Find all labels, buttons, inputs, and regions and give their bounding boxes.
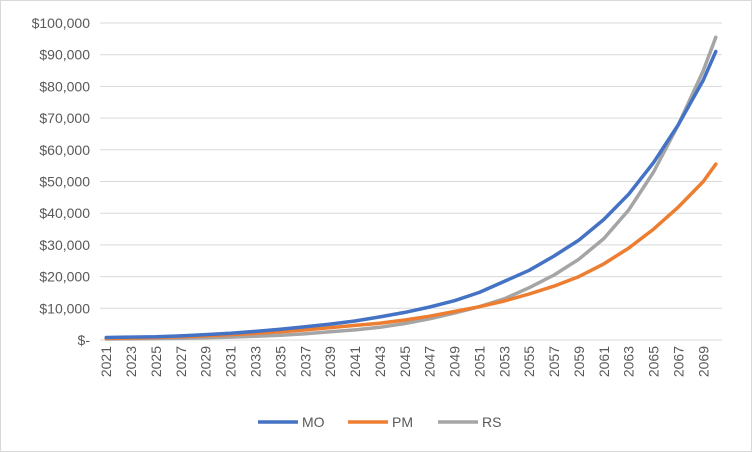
x-tick-label: 2045 [397, 346, 413, 377]
x-tick-label: 2055 [521, 346, 537, 377]
y-tick-label: $70,000 [39, 110, 90, 126]
gridlines [100, 22, 722, 309]
x-tick-label: 2047 [422, 346, 438, 377]
x-tick-label: 2037 [297, 346, 313, 377]
y-tick-label: $10,000 [39, 300, 90, 316]
x-tick-label: 2049 [447, 346, 463, 377]
x-tick-label: 2041 [347, 346, 363, 377]
y-tick-label: $60,000 [39, 142, 90, 158]
x-tick-label: 2057 [546, 346, 562, 377]
x-tick-label: 2067 [670, 346, 686, 377]
legend-label-rs: RS [482, 414, 501, 430]
x-tick-label: 2059 [571, 346, 587, 377]
y-tick-label: $50,000 [39, 174, 90, 190]
x-tick-label: 2021 [98, 346, 114, 377]
y-axis-tick-labels: $- $10,000 $20,000 $30,000 $40,000 $50,000 $60… [32, 15, 91, 348]
x-tick-label: 2061 [596, 346, 612, 377]
y-tick-label: $30,000 [39, 237, 90, 253]
y-tick-label: $20,000 [39, 269, 90, 285]
y-tick-label: $40,000 [39, 205, 90, 221]
series-line-rs [104, 35, 718, 341]
x-tick-label: 2033 [248, 346, 264, 377]
y-tick-label: $80,000 [39, 78, 90, 94]
x-tick-label: 2043 [372, 346, 388, 377]
x-tick-label: 2039 [322, 346, 338, 377]
y-tick-label: $- [78, 332, 91, 348]
y-tick-label: $90,000 [39, 47, 90, 63]
x-tick-label: 2069 [695, 346, 711, 377]
x-tick-label: 2031 [223, 346, 239, 377]
series-lines [104, 35, 718, 341]
x-tick-label: 2065 [646, 346, 662, 377]
series-line-mo [104, 49, 718, 340]
x-tick-label: 2025 [148, 346, 164, 377]
legend-label-mo: MO [302, 414, 325, 430]
x-tick-label: 2053 [496, 346, 512, 377]
x-tick-label: 2029 [198, 346, 214, 377]
x-tick-label: 2051 [471, 346, 487, 377]
y-tick-label: $100,000 [32, 15, 91, 31]
legend-label-pm: PM [392, 414, 413, 430]
legend: MO PM RS [258, 414, 501, 430]
x-tick-label: 2063 [621, 346, 637, 377]
x-tick-label: 2035 [272, 346, 288, 377]
x-axis-tick-labels: 2021 2023 2025 2027 2029 2031 2033 2035 2037 2039… [98, 346, 711, 377]
x-tick-label: 2027 [173, 346, 189, 377]
x-tick-label: 2023 [123, 346, 139, 377]
